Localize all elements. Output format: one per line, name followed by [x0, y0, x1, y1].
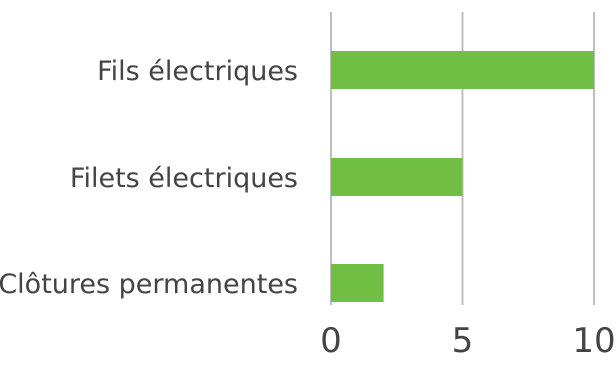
category-labels: Fils électriques Filets électriques Clôtur…	[0, 56, 298, 300]
x-axis-tick-labels: 0 5 10	[320, 321, 615, 361]
x-tick-label-0: 0	[320, 321, 342, 361]
x-tick-label-5: 5	[452, 321, 474, 361]
bar-0	[331, 51, 594, 89]
category-label-0: Fils électriques	[97, 56, 298, 87]
bar-2	[331, 264, 384, 302]
x-tick-label-10: 10	[572, 321, 615, 361]
category-label-2: Clôtures permanentes	[0, 269, 298, 300]
bar-1	[331, 158, 463, 196]
category-label-1: Filets électriques	[70, 163, 298, 194]
bars	[331, 51, 594, 302]
